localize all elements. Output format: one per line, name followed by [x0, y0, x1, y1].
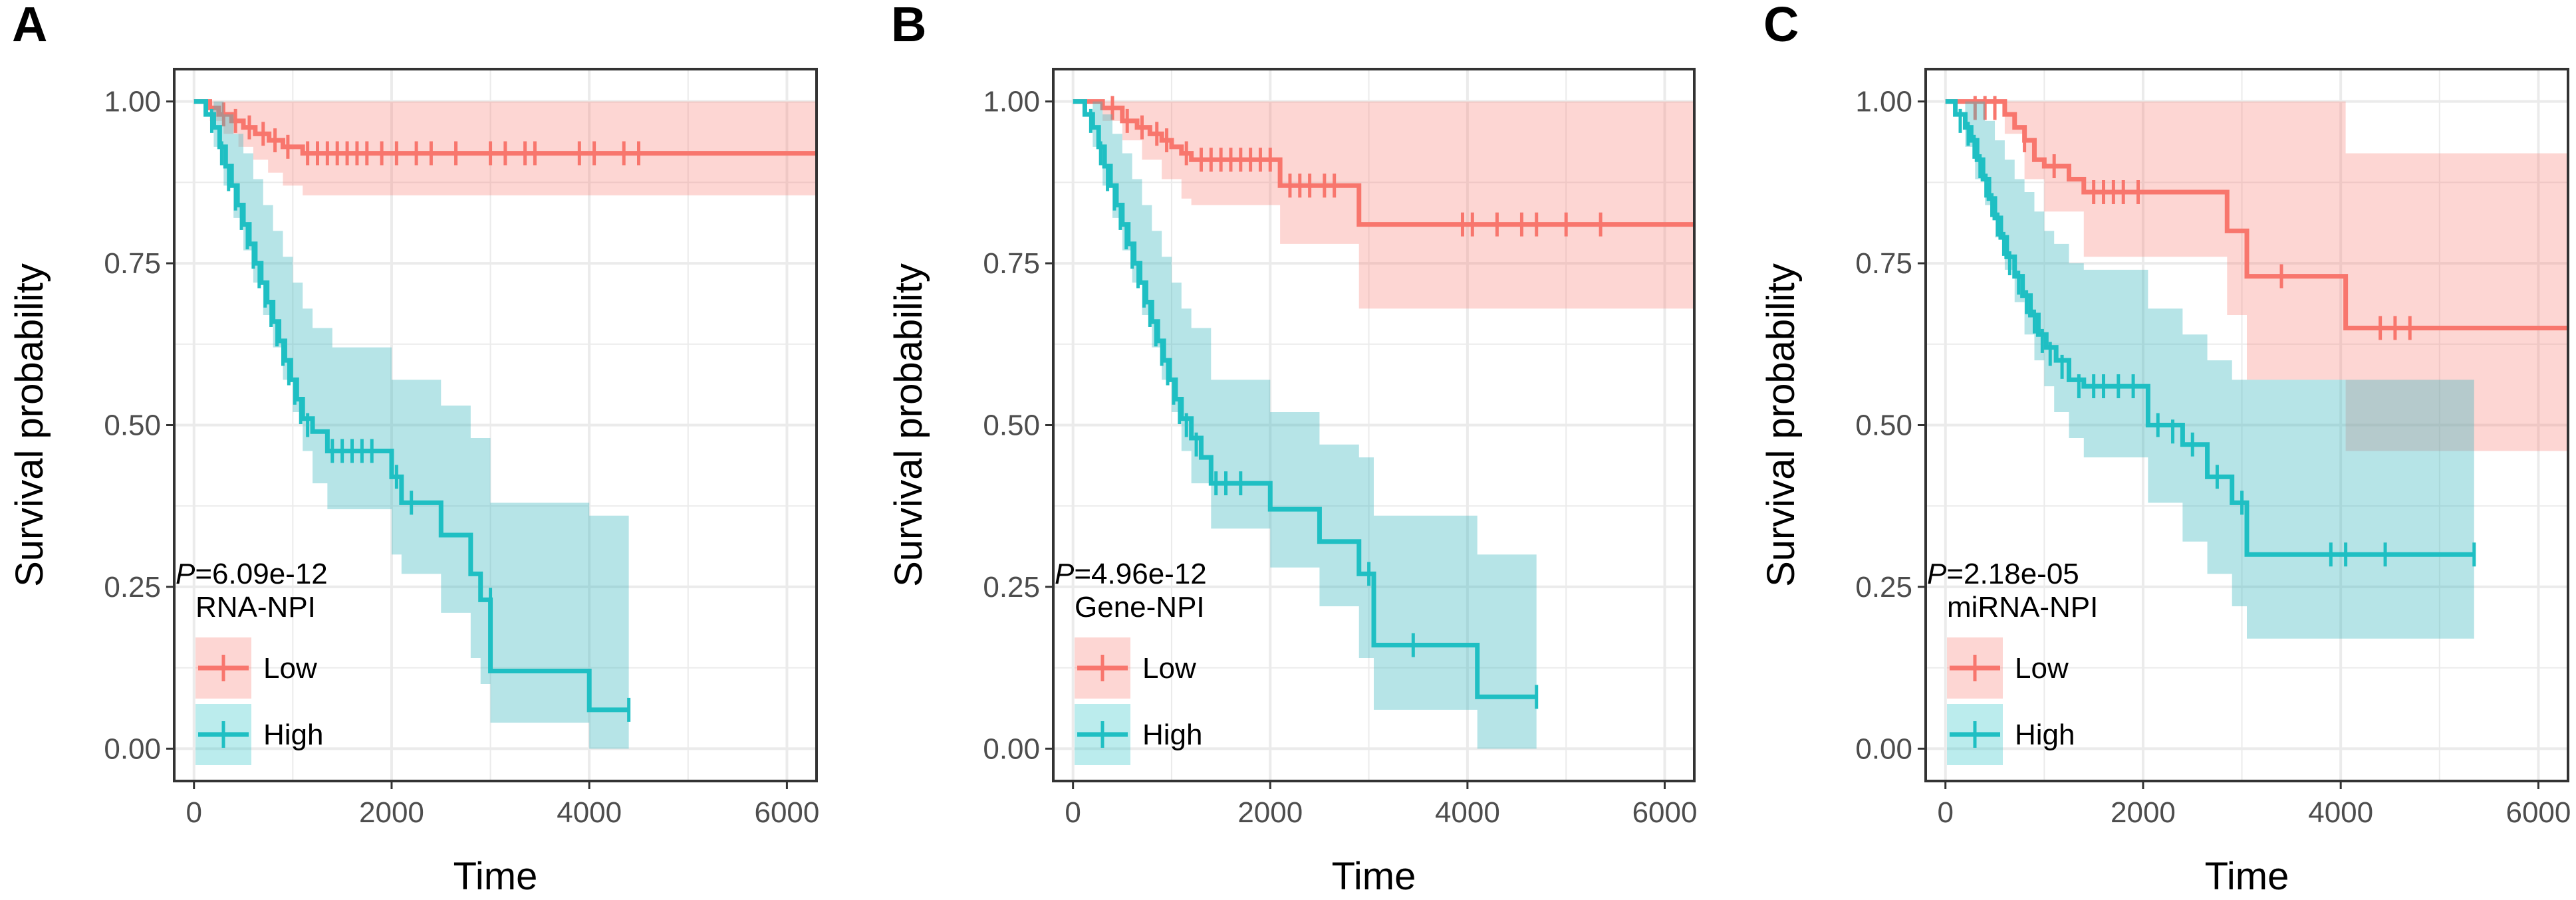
gridlines	[174, 69, 817, 781]
km-panel-b: B 0.00 0.25 0.50 0.75 1.00 0 2000 4000 6000 Time Su…	[887, 0, 1697, 898]
y-tick-label: 0.50	[983, 409, 1040, 442]
legend-label-low: Low	[1142, 652, 1196, 685]
p-value: =6.09e-12	[195, 558, 327, 590]
panel-letter: A	[12, 0, 47, 52]
km-panel-a: A 0.00 0.25 0.50 0.75 1.00 0 2000 4000 6000 Time Su…	[8, 0, 819, 898]
y-tick-label: 0.25	[104, 571, 161, 604]
x-tick-label: 6000	[754, 796, 819, 829]
p-symbol: P	[176, 558, 195, 590]
x-tick-label: 4000	[2308, 796, 2373, 829]
x-tick-label: 0	[1065, 796, 1081, 829]
x-axis-title: Time	[453, 855, 538, 898]
y-tick-label: 0.50	[1855, 409, 1912, 442]
x-axis-title: Time	[1332, 855, 1416, 898]
panel-letter: C	[1763, 0, 1799, 52]
y-tick-label: 0.00	[1855, 732, 1912, 765]
model-label: miRNA-NPI	[1947, 591, 2098, 623]
p-value: =2.18e-05	[1946, 558, 2079, 590]
survival-curve-high	[193, 99, 629, 713]
y-tick-label: 0.75	[983, 247, 1040, 280]
y-tick-label: 0.75	[104, 247, 161, 280]
y-tick-label: 0.75	[1855, 247, 1912, 280]
ci-band-low	[1073, 101, 1694, 309]
p-symbol: P	[1927, 558, 1947, 590]
y-tick-label: 1.00	[983, 86, 1040, 118]
ci-band-high	[1945, 101, 2474, 639]
x-tick-label: 0	[186, 796, 201, 829]
model-label: RNA-NPI	[195, 591, 316, 623]
y-tick-label: 0.25	[1855, 571, 1912, 604]
y-axis-title: Survival probability	[1759, 263, 1803, 587]
x-tick-label: 6000	[1632, 796, 1698, 829]
y-tick-label: 1.00	[1855, 86, 1912, 118]
km-panel-c: C 0.00 0.25 0.50 0.75 1.00 0 2000 4000 6000 Time Su…	[1759, 0, 2571, 898]
gridlines	[1053, 69, 1694, 781]
survival-curve-high	[1073, 99, 1537, 699]
p-value-annotation: P=2.18e-05	[1927, 558, 2079, 590]
y-tick-label: 0.00	[104, 732, 161, 765]
model-label: Gene-NPI	[1075, 591, 1205, 623]
y-tick-label: 0.50	[104, 409, 161, 442]
p-value-annotation: P=6.09e-12	[176, 558, 328, 590]
y-axis-title: Survival probability	[887, 263, 930, 587]
x-tick-label: 0	[1937, 796, 1953, 829]
p-symbol: P	[1055, 558, 1075, 590]
legend-label-high: High	[1142, 719, 1203, 751]
p-value: =4.96e-12	[1074, 558, 1206, 590]
x-axis-title: Time	[2205, 855, 2289, 898]
x-tick-label: 2000	[2111, 796, 2176, 829]
y-axis-title: Survival probability	[8, 263, 51, 587]
x-tick-label: 2000	[1237, 796, 1303, 829]
plot-content	[193, 99, 817, 749]
ci-band-high	[193, 101, 629, 749]
x-tick-label: 4000	[557, 796, 622, 829]
y-tick-label: 0.00	[983, 732, 1040, 765]
y-tick-label: 0.25	[983, 571, 1040, 604]
panel-letter: B	[891, 0, 926, 52]
legend-label-high: High	[2015, 719, 2075, 751]
ci-band-high	[1073, 101, 1537, 749]
x-tick-label: 6000	[2506, 796, 2571, 829]
survival-curve-low	[1945, 99, 2568, 330]
plot-content	[1945, 96, 2568, 639]
plot-content	[1073, 96, 1694, 749]
legend-label-low: Low	[2015, 652, 2069, 685]
x-tick-label: 4000	[1435, 796, 1500, 829]
legend: Low High	[1947, 637, 2075, 765]
x-tick-label: 2000	[359, 796, 424, 829]
legend: Low High	[1075, 637, 1203, 765]
legend-label-low: Low	[263, 652, 317, 685]
gridlines	[1926, 69, 2568, 781]
y-tick-label: 1.00	[104, 86, 161, 118]
p-value-annotation: P=4.96e-12	[1055, 558, 1207, 590]
legend-label-high: High	[263, 719, 324, 751]
legend: Low High	[195, 637, 324, 765]
